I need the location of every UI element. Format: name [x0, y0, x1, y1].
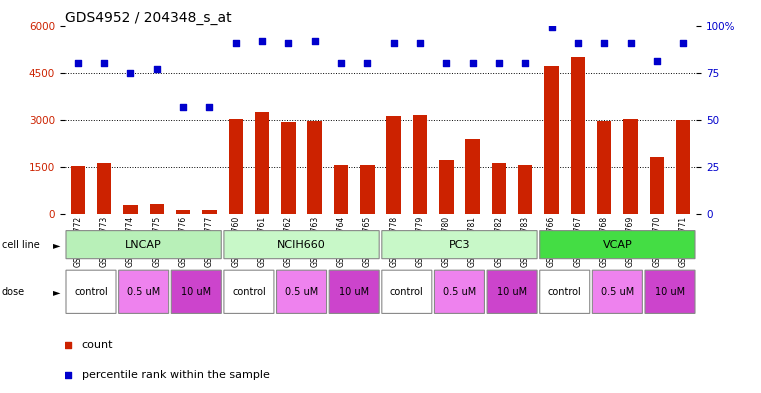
Bar — [255, 112, 269, 214]
FancyBboxPatch shape — [66, 231, 221, 259]
Bar — [123, 206, 138, 214]
Bar — [387, 116, 401, 214]
Text: LNCAP: LNCAP — [126, 240, 162, 250]
Point — [203, 103, 215, 110]
Point — [466, 60, 479, 66]
Text: 10 uM: 10 uM — [181, 287, 212, 297]
FancyBboxPatch shape — [119, 270, 169, 314]
Point — [151, 66, 163, 72]
Bar — [71, 166, 85, 214]
Text: 10 uM: 10 uM — [655, 287, 685, 297]
FancyBboxPatch shape — [435, 270, 485, 314]
Text: 0.5 uM: 0.5 uM — [127, 287, 161, 297]
Point — [72, 60, 84, 66]
Point — [414, 39, 426, 46]
Text: control: control — [390, 287, 424, 297]
Point — [625, 39, 637, 46]
Point — [493, 60, 505, 66]
Bar — [571, 57, 585, 214]
Text: count: count — [82, 340, 113, 350]
Bar — [307, 121, 322, 214]
Text: GDS4952 / 204348_s_at: GDS4952 / 204348_s_at — [65, 11, 231, 24]
Bar — [466, 140, 480, 214]
Point — [309, 37, 321, 44]
Point — [361, 60, 374, 66]
FancyBboxPatch shape — [592, 270, 642, 314]
Bar — [360, 165, 374, 214]
Bar — [492, 163, 506, 214]
Point — [546, 24, 558, 31]
Text: 0.5 uM: 0.5 uM — [285, 287, 318, 297]
FancyBboxPatch shape — [382, 270, 431, 314]
Bar — [544, 66, 559, 214]
Text: VCAP: VCAP — [603, 240, 632, 250]
Bar — [334, 165, 349, 214]
FancyBboxPatch shape — [645, 270, 695, 314]
Text: 10 uM: 10 uM — [497, 287, 527, 297]
Text: 0.5 uM: 0.5 uM — [600, 287, 634, 297]
Point — [387, 39, 400, 46]
Point — [230, 39, 242, 46]
FancyBboxPatch shape — [66, 270, 116, 314]
Bar — [97, 163, 111, 214]
Bar — [202, 210, 217, 214]
Text: dose: dose — [2, 287, 24, 297]
Bar — [281, 122, 295, 214]
Point — [598, 39, 610, 46]
Text: control: control — [232, 287, 266, 297]
Bar — [650, 157, 664, 214]
Point — [440, 60, 452, 66]
Bar — [623, 119, 638, 214]
Point — [651, 58, 663, 64]
Bar — [228, 119, 243, 214]
Text: PC3: PC3 — [449, 240, 470, 250]
Point — [335, 60, 347, 66]
FancyBboxPatch shape — [540, 270, 590, 314]
FancyBboxPatch shape — [540, 231, 695, 259]
Point — [256, 37, 268, 44]
Bar — [176, 210, 190, 214]
FancyBboxPatch shape — [276, 270, 326, 314]
Text: ►: ► — [53, 240, 61, 250]
Text: 10 uM: 10 uM — [339, 287, 369, 297]
Bar — [439, 160, 454, 214]
Text: NCIH660: NCIH660 — [277, 240, 326, 250]
Text: cell line: cell line — [2, 240, 40, 250]
Point — [124, 70, 136, 76]
Bar — [150, 204, 164, 214]
Text: 0.5 uM: 0.5 uM — [443, 287, 476, 297]
Point — [572, 39, 584, 46]
Bar — [676, 120, 690, 214]
FancyBboxPatch shape — [171, 270, 221, 314]
Point — [98, 60, 110, 66]
Point — [519, 60, 531, 66]
Point — [283, 259, 295, 265]
Text: control: control — [548, 287, 581, 297]
Bar — [597, 121, 611, 214]
FancyBboxPatch shape — [330, 270, 379, 314]
Text: ►: ► — [53, 287, 61, 297]
Bar — [412, 115, 427, 214]
Bar — [518, 165, 533, 214]
FancyBboxPatch shape — [224, 270, 274, 314]
FancyBboxPatch shape — [224, 231, 379, 259]
Text: percentile rank within the sample: percentile rank within the sample — [82, 369, 269, 380]
Point — [677, 39, 689, 46]
Text: control: control — [74, 287, 108, 297]
FancyBboxPatch shape — [487, 270, 537, 314]
Point — [282, 39, 295, 46]
FancyBboxPatch shape — [382, 231, 537, 259]
Point — [177, 103, 189, 110]
